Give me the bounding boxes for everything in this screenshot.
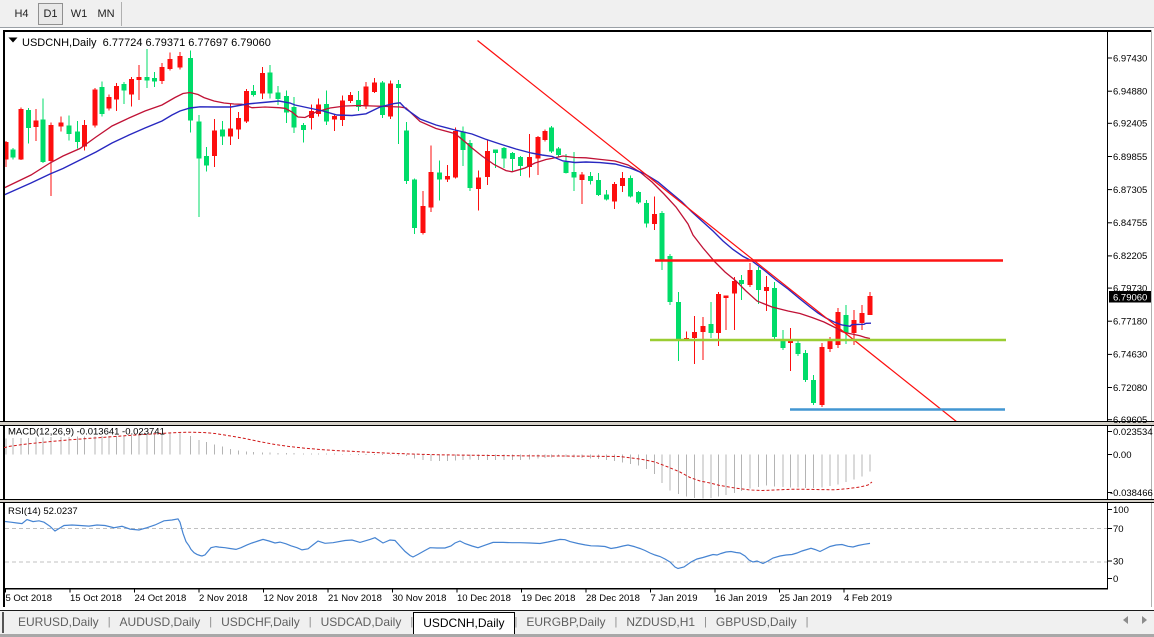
svg-text:100: 100 xyxy=(1113,505,1129,516)
svg-text:-0.038466: -0.038466 xyxy=(1110,488,1153,499)
svg-text:MACD(12,26,9) -0.013641 -0.023: MACD(12,26,9) -0.013641 -0.023741 xyxy=(8,427,165,438)
svg-text:6.69605: 6.69605 xyxy=(1113,415,1147,426)
svg-text:10 Dec 2018: 10 Dec 2018 xyxy=(457,593,511,604)
svg-text:2 Nov 2018: 2 Nov 2018 xyxy=(199,593,248,604)
svg-text:6.79730: 6.79730 xyxy=(1113,283,1147,294)
svg-text:6.77180: 6.77180 xyxy=(1113,317,1147,328)
svg-text:6.74630: 6.74630 xyxy=(1113,350,1147,361)
svg-text:70: 70 xyxy=(1113,524,1124,535)
svg-text:19 Dec 2018: 19 Dec 2018 xyxy=(522,593,576,604)
svg-text:25 Jan 2019: 25 Jan 2019 xyxy=(780,593,832,604)
svg-text:5 Oct 2018: 5 Oct 2018 xyxy=(6,593,52,604)
svg-text:30: 30 xyxy=(1113,556,1124,567)
svg-text:28 Dec 2018: 28 Dec 2018 xyxy=(586,593,640,604)
svg-text:6.97430: 6.97430 xyxy=(1113,53,1147,64)
svg-text:0.00: 0.00 xyxy=(1113,450,1132,461)
svg-text:16 Jan 2019: 16 Jan 2019 xyxy=(715,593,767,604)
svg-text:7 Jan 2019: 7 Jan 2019 xyxy=(651,593,698,604)
svg-text:0: 0 xyxy=(1113,574,1118,585)
svg-text:RSI(14) 52.0237: RSI(14) 52.0237 xyxy=(8,506,78,517)
svg-text:24 Oct 2018: 24 Oct 2018 xyxy=(135,593,187,604)
svg-text:30 Nov 2018: 30 Nov 2018 xyxy=(393,593,447,604)
svg-text:6.92405: 6.92405 xyxy=(1113,119,1147,130)
svg-text:6.79060: 6.79060 xyxy=(1113,293,1147,304)
svg-text:0.023534: 0.023534 xyxy=(1113,427,1153,438)
svg-text:6.72080: 6.72080 xyxy=(1113,383,1147,394)
svg-text:15 Oct 2018: 15 Oct 2018 xyxy=(70,593,122,604)
svg-text:4 Feb 2019: 4 Feb 2019 xyxy=(844,593,892,604)
svg-text:21 Nov 2018: 21 Nov 2018 xyxy=(328,593,382,604)
svg-text:6.89855: 6.89855 xyxy=(1113,152,1147,163)
svg-text:6.87305: 6.87305 xyxy=(1113,185,1147,196)
svg-text:6.84755: 6.84755 xyxy=(1113,218,1147,229)
svg-text:USDCNH,Daily 6.77724 6.79371: USDCNH,Daily 6.77724 6.79371 6.77697 6.7… xyxy=(22,37,271,49)
svg-text:6.82205: 6.82205 xyxy=(1113,251,1147,262)
svg-text:12 Nov 2018: 12 Nov 2018 xyxy=(264,593,318,604)
svg-text:6.94880: 6.94880 xyxy=(1113,87,1147,98)
